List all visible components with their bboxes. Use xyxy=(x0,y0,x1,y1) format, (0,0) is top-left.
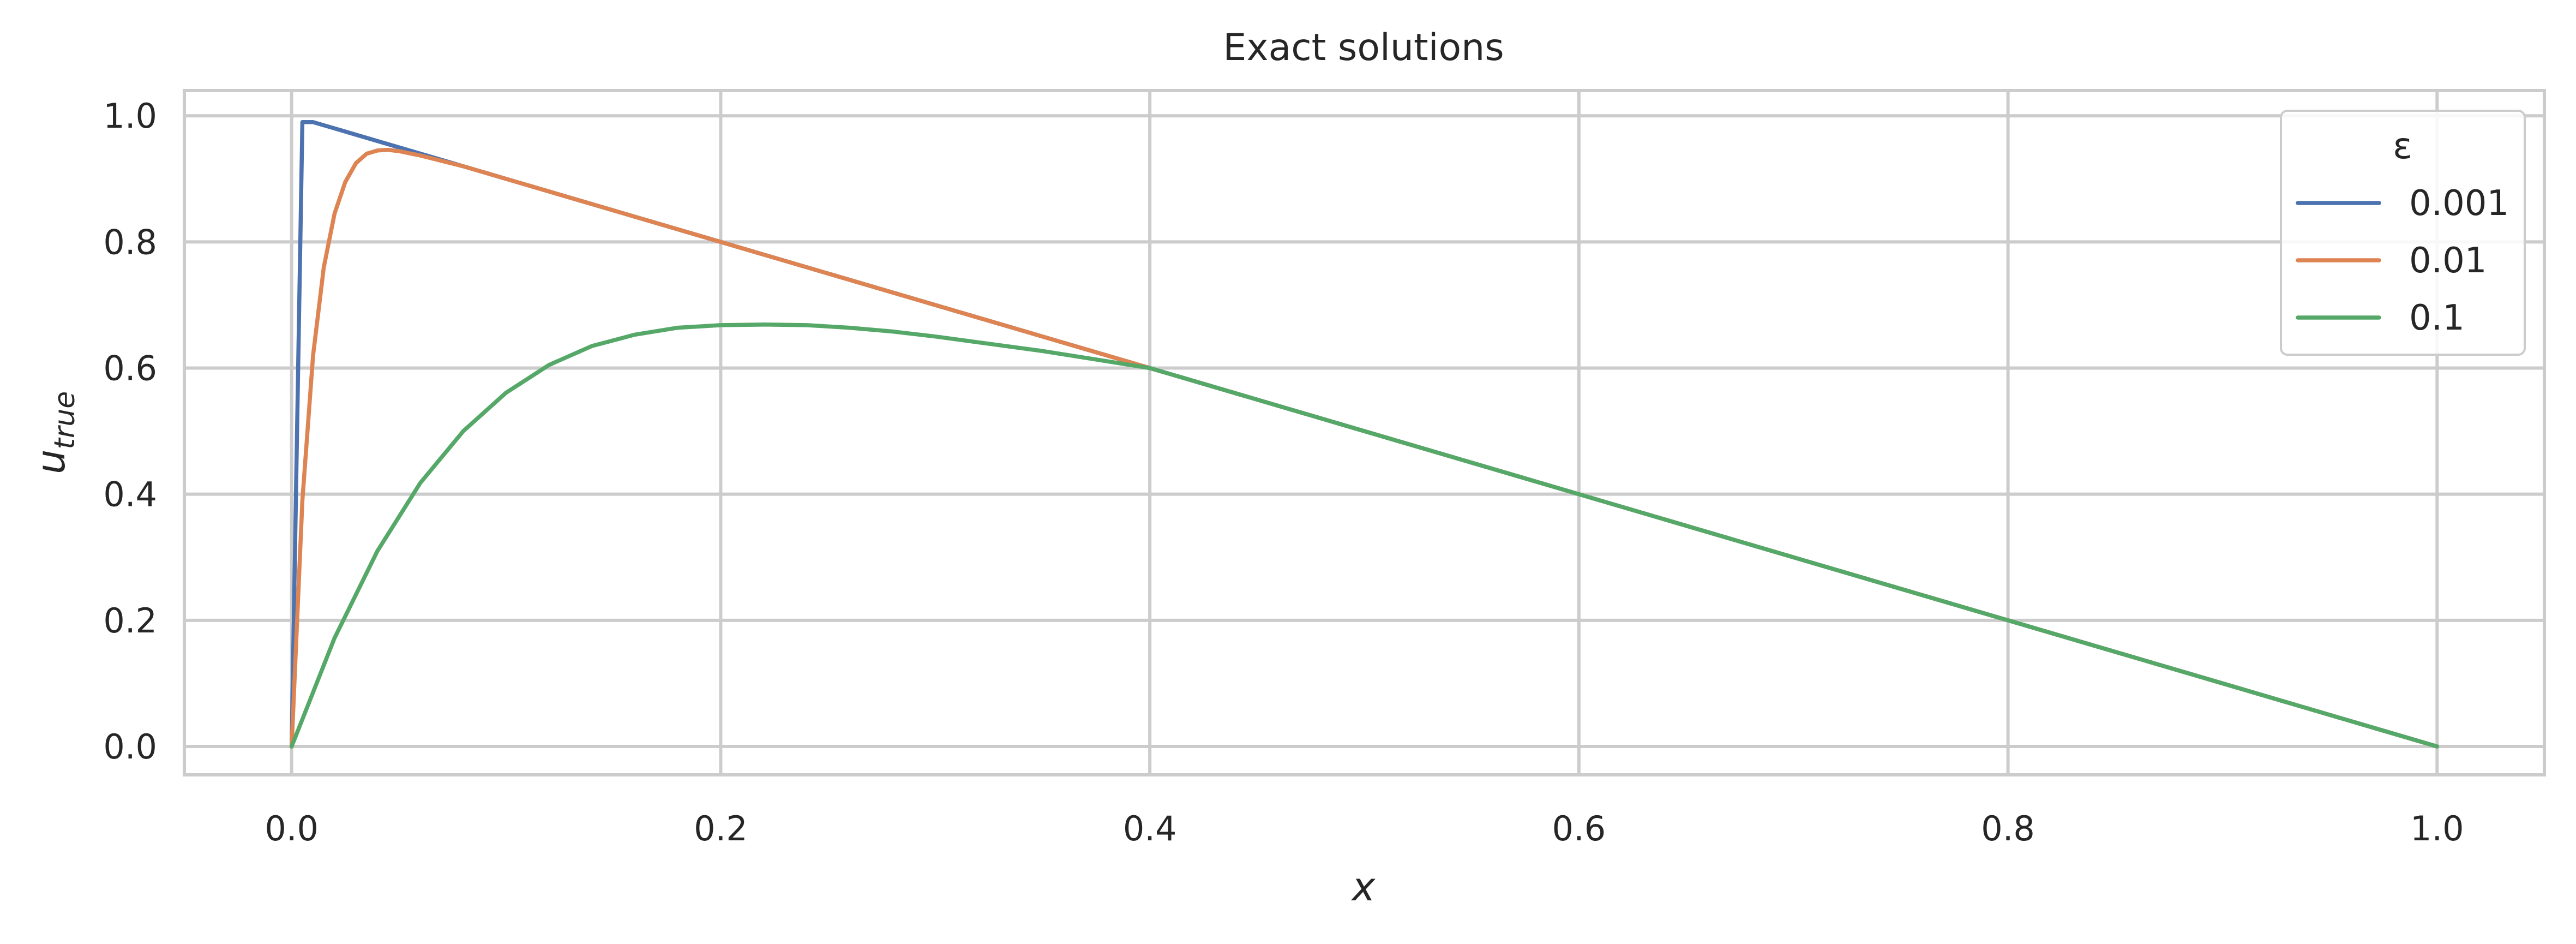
y-tick-label: 0.6 xyxy=(103,349,157,389)
legend: ε 0.001 0.01 0.1 xyxy=(2280,110,2526,356)
x-tick-label: 0.8 xyxy=(1981,809,2035,849)
x-axis-label: x xyxy=(1351,864,1376,910)
y-tick-label: 0.0 xyxy=(103,727,157,767)
y-axis-label-subscript: true xyxy=(49,391,81,450)
legend-title: ε xyxy=(2393,125,2412,167)
series-line-eps-0.01 xyxy=(289,147,2440,749)
x-tick-label: 1.0 xyxy=(2410,809,2464,849)
y-axis-label-main: u xyxy=(28,450,74,475)
y-tick-label: 0.4 xyxy=(103,475,157,515)
x-tick-label: 0.0 xyxy=(265,809,319,849)
y-axis-label: utrue xyxy=(28,391,81,474)
plot-frame xyxy=(183,89,2546,776)
legend-label: 0.001 xyxy=(2409,183,2509,224)
y-tick-label: 1.0 xyxy=(103,96,157,136)
x-tick-label: 0.6 xyxy=(1552,809,1606,849)
legend-items: 0.001 0.01 0.1 xyxy=(2296,183,2509,338)
y-tick-label: 0.2 xyxy=(103,601,157,641)
series-lines xyxy=(289,120,2440,749)
x-tick-label: 0.2 xyxy=(694,809,748,849)
y-tick-label: 0.8 xyxy=(103,222,157,262)
legend-box xyxy=(2280,110,2526,356)
chart-title: Exact solutions xyxy=(1223,26,1504,69)
series-line-eps-0.1 xyxy=(289,322,2440,749)
x-tick-label: 0.4 xyxy=(1123,809,1177,849)
legend-label: 0.1 xyxy=(2409,298,2465,338)
x-tick-labels: 0.0 0.2 0.4 0.6 0.8 1.0 xyxy=(265,809,2464,849)
legend-label: 0.01 xyxy=(2409,241,2487,281)
y-tick-labels: 0.0 0.2 0.4 0.6 0.8 1.0 xyxy=(103,96,157,767)
